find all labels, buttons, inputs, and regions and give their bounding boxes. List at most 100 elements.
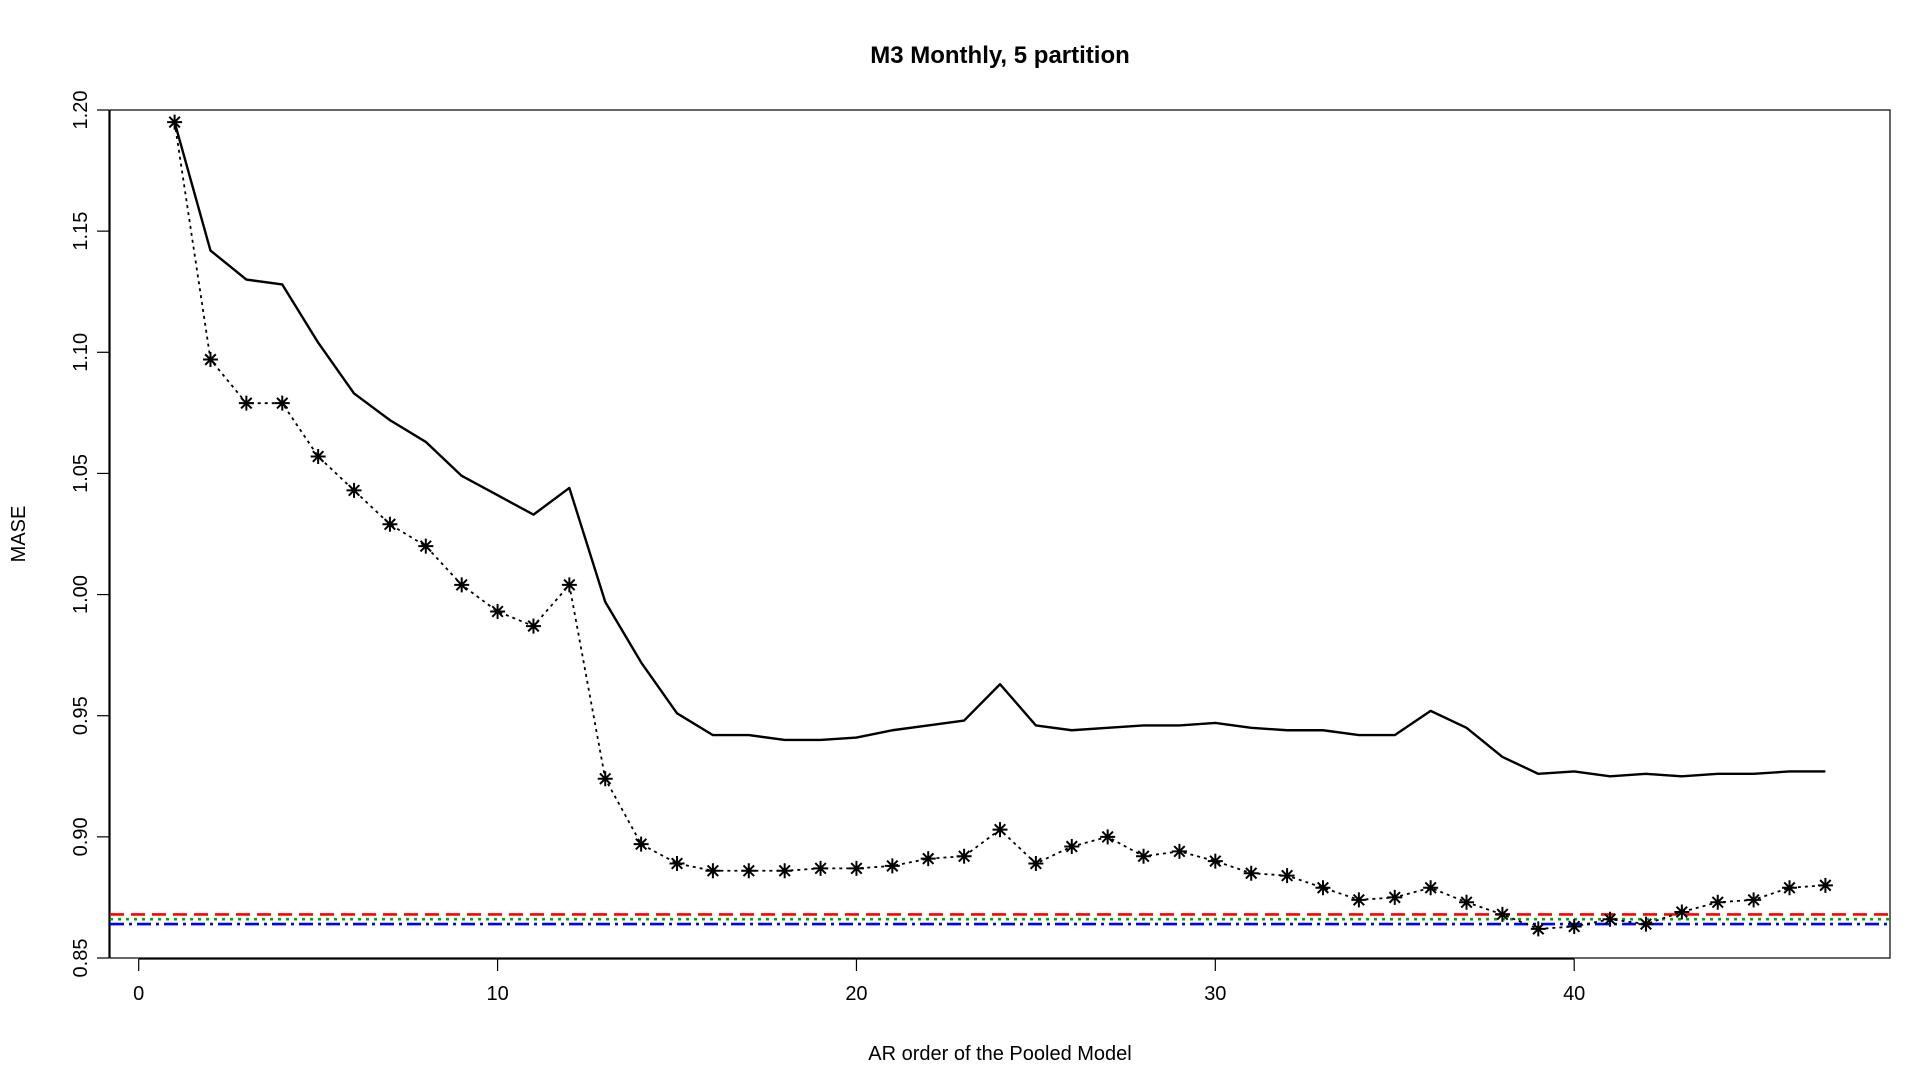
asterisk-marker bbox=[274, 395, 290, 411]
asterisk-marker bbox=[1602, 911, 1618, 927]
asterisk-marker bbox=[382, 516, 398, 532]
series-layer bbox=[167, 114, 1833, 937]
asterisk-marker bbox=[1171, 843, 1187, 859]
asterisk-marker bbox=[1817, 877, 1833, 893]
asterisk-marker bbox=[1387, 889, 1403, 905]
asterisk-marker bbox=[669, 856, 685, 872]
asterisk-marker bbox=[1710, 894, 1726, 910]
data-point bbox=[167, 114, 183, 130]
data-point bbox=[848, 860, 864, 876]
asterisk-marker bbox=[167, 114, 183, 130]
asterisk-marker bbox=[1746, 892, 1762, 908]
data-point bbox=[884, 858, 900, 874]
asterisk-marker bbox=[848, 860, 864, 876]
data-point bbox=[956, 848, 972, 864]
data-point bbox=[1423, 880, 1439, 896]
asterisk-marker bbox=[597, 771, 613, 787]
y-tick-label: 1.10 bbox=[70, 333, 92, 372]
chart-title: M3 Monthly, 5 partition bbox=[870, 42, 1130, 69]
data-point bbox=[1782, 880, 1798, 896]
series-line bbox=[173, 121, 1826, 778]
x-tick-label: 30 bbox=[1204, 983, 1226, 1005]
asterisk-marker bbox=[920, 851, 936, 867]
data-point bbox=[346, 482, 362, 498]
x-axis-label: AR order of the Pooled Model bbox=[868, 1043, 1132, 1065]
y-axis: 0.85 0.90 0.95 1.00 1.05 1.10 1.15 1.20 bbox=[70, 91, 110, 978]
data-point bbox=[525, 618, 541, 634]
asterisk-marker bbox=[346, 482, 362, 498]
asterisk-marker bbox=[490, 604, 506, 620]
asterisk-marker bbox=[1530, 921, 1546, 937]
data-point bbox=[202, 352, 218, 368]
asterisk-marker bbox=[310, 448, 326, 464]
data-point bbox=[1136, 848, 1152, 864]
y-tick-label: 1.15 bbox=[70, 212, 92, 251]
asterisk-marker bbox=[705, 863, 721, 879]
y-axis-label: MASE bbox=[8, 506, 30, 563]
y-tick-label: 0.90 bbox=[70, 817, 92, 856]
data-point bbox=[1171, 843, 1187, 859]
asterisk-marker bbox=[1064, 839, 1080, 855]
data-point bbox=[418, 538, 434, 554]
data-point bbox=[1817, 877, 1833, 893]
data-point bbox=[920, 851, 936, 867]
data-point bbox=[1602, 911, 1618, 927]
data-point bbox=[633, 836, 649, 852]
asterisk-marker bbox=[956, 848, 972, 864]
data-point bbox=[669, 856, 685, 872]
asterisk-marker bbox=[813, 860, 829, 876]
asterisk-marker bbox=[1459, 894, 1475, 910]
data-point bbox=[274, 395, 290, 411]
data-point bbox=[813, 860, 829, 876]
data-point bbox=[1100, 829, 1116, 845]
data-point bbox=[1207, 853, 1223, 869]
data-point bbox=[1351, 892, 1367, 908]
asterisk-marker bbox=[1243, 865, 1259, 881]
asterisk-marker bbox=[561, 577, 577, 593]
data-point bbox=[1243, 865, 1259, 881]
data-point bbox=[1710, 894, 1726, 910]
asterisk-marker bbox=[1566, 919, 1582, 935]
data-point bbox=[238, 395, 254, 411]
y-tick-label: 1.00 bbox=[70, 575, 92, 614]
asterisk-marker bbox=[202, 352, 218, 368]
asterisk-marker bbox=[777, 863, 793, 879]
y-tick-label: 0.95 bbox=[70, 696, 92, 735]
asterisk-marker bbox=[1351, 892, 1367, 908]
y-tick-label: 1.20 bbox=[70, 91, 92, 130]
data-point bbox=[741, 863, 757, 879]
plot-frame bbox=[109, 109, 1891, 959]
data-point bbox=[1279, 868, 1295, 884]
asterisk-marker bbox=[884, 858, 900, 874]
asterisk-marker bbox=[1207, 853, 1223, 869]
asterisk-marker bbox=[1674, 904, 1690, 920]
asterisk-marker bbox=[992, 822, 1008, 838]
x-tick-label: 0 bbox=[133, 983, 144, 1005]
asterisk-marker bbox=[1028, 856, 1044, 872]
asterisk-marker bbox=[418, 538, 434, 554]
x-tick-label: 10 bbox=[486, 983, 508, 1005]
asterisk-marker bbox=[741, 863, 757, 879]
data-point bbox=[310, 448, 326, 464]
data-point bbox=[1566, 919, 1582, 935]
y-tick-label: 1.05 bbox=[70, 454, 92, 493]
data-point bbox=[1387, 889, 1403, 905]
data-point bbox=[1064, 839, 1080, 855]
data-point bbox=[454, 577, 470, 593]
reference-lines bbox=[110, 913, 1890, 926]
data-point bbox=[490, 604, 506, 620]
data-point bbox=[1746, 892, 1762, 908]
data-point bbox=[1028, 856, 1044, 872]
asterisk-marker bbox=[1100, 829, 1116, 845]
data-point bbox=[992, 822, 1008, 838]
data-point bbox=[777, 863, 793, 879]
data-point bbox=[561, 577, 577, 593]
x-tick-label: 40 bbox=[1563, 983, 1585, 1005]
data-point bbox=[1530, 921, 1546, 937]
asterisk-marker bbox=[1423, 880, 1439, 896]
asterisk-marker bbox=[1315, 880, 1331, 896]
asterisk-marker bbox=[454, 577, 470, 593]
x-axis: 0 10 20 30 40 bbox=[133, 958, 1585, 1005]
y-tick-label: 0.85 bbox=[70, 939, 92, 978]
